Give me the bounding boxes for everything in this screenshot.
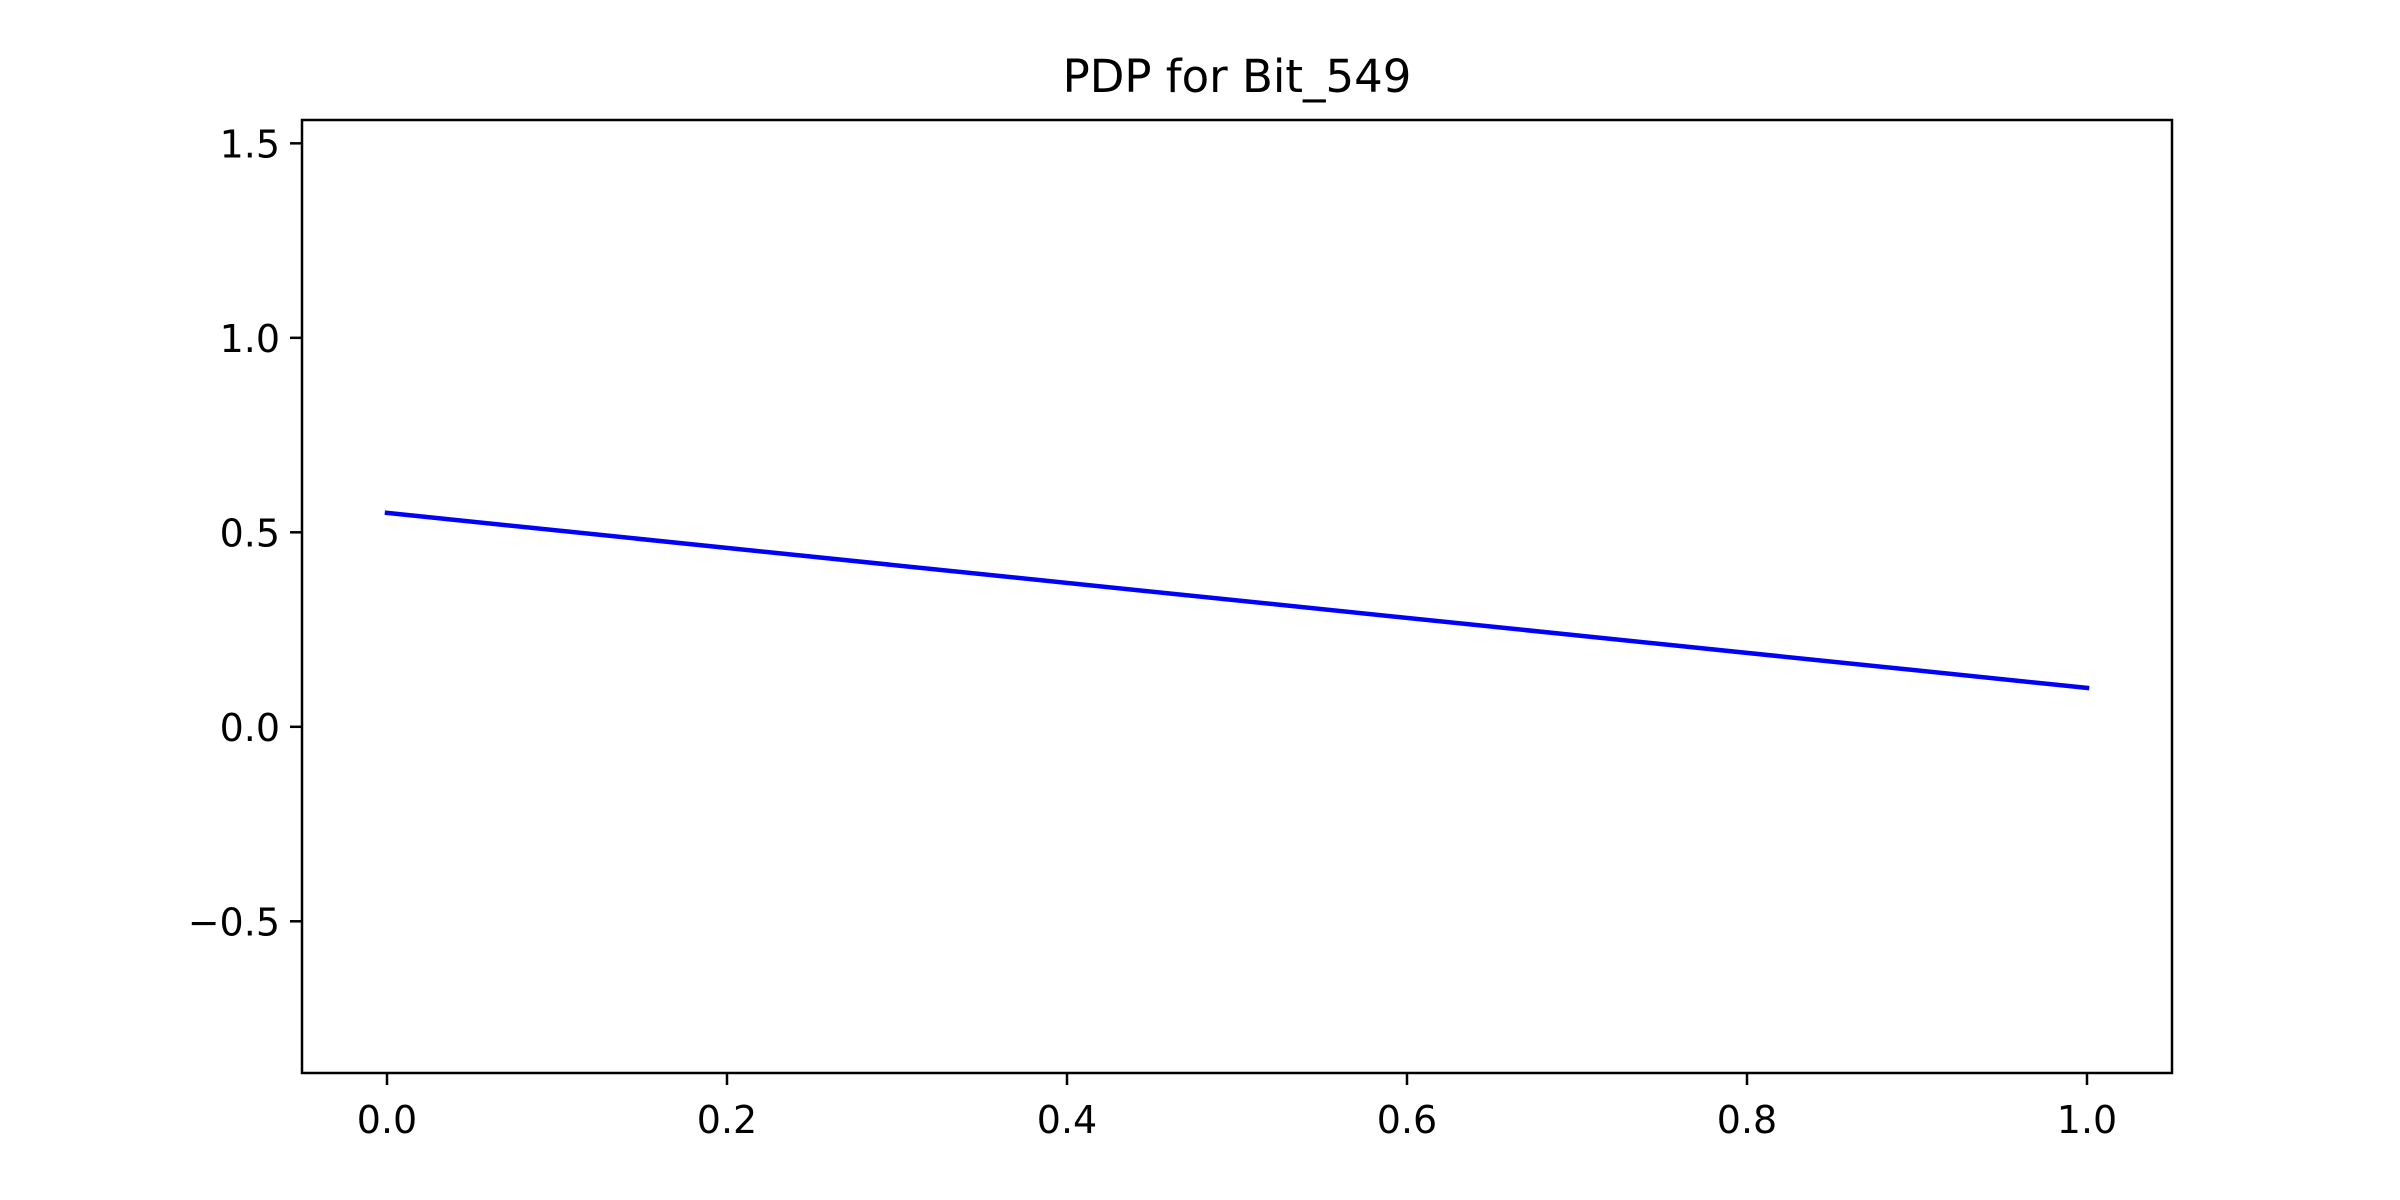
- y-tick-label: 0.5: [220, 511, 280, 555]
- series-layer: [384, 510, 2090, 691]
- x-tick-label: 0.4: [1037, 1098, 1097, 1142]
- chart-title: PDP for Bit_549: [1063, 50, 1412, 103]
- series-line: [384, 510, 2090, 691]
- x-axis: 0.0 0.2 0.4 0.6 0.8 1.0: [357, 1073, 2117, 1142]
- x-tick-label: 0.8: [1717, 1098, 1777, 1142]
- x-tick-label: 1.0: [2057, 1098, 2117, 1142]
- x-tick-label: 0.0: [357, 1098, 417, 1142]
- y-tick-label: −0.5: [188, 900, 280, 944]
- y-tick-label: 1.5: [220, 122, 280, 166]
- y-axis: −0.5 0.0 0.5 1.0 1.5: [188, 122, 302, 944]
- x-tick-label: 0.2: [697, 1098, 757, 1142]
- y-tick-label: 0.0: [220, 706, 280, 750]
- x-tick-label: 0.6: [1377, 1098, 1437, 1142]
- plot-frame: [300, 118, 2174, 1075]
- y-tick-label: 1.0: [220, 317, 280, 361]
